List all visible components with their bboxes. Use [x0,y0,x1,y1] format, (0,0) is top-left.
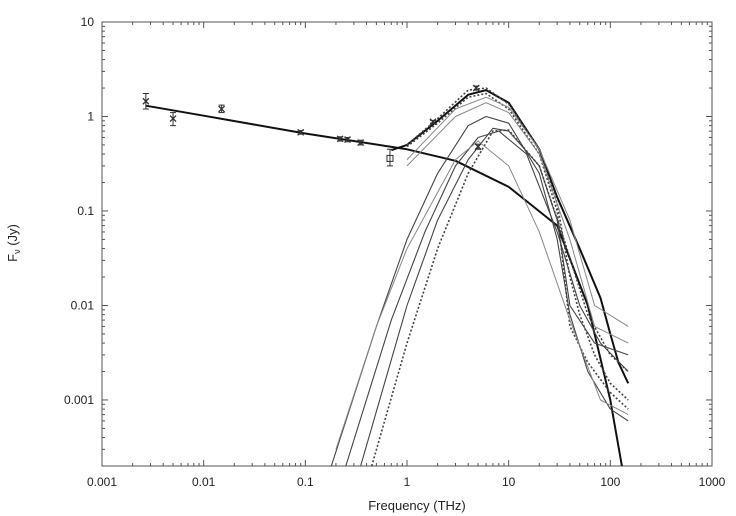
plot-area-border [101,21,713,467]
x-tick-label: 100 [600,475,620,489]
x-tick-label: 0.1 [297,475,314,489]
x-axis-label: Frequency (THz) [368,498,466,513]
series-line-10 [406,102,629,344]
x-axis: 0.001 0.01 0.1 1 10 100 1000 [87,22,726,489]
data-point [169,112,177,127]
y-tick-label: 1 [87,109,94,123]
y-tick-label: 0.1 [77,204,94,218]
series-line-11 [406,96,629,327]
x-tick-label: 0.01 [192,475,216,489]
series-line-3 [406,87,629,401]
x-marker [218,105,226,113]
series-line-6 [345,130,629,466]
y-tick-label: 10 [81,15,95,29]
x-marker [297,128,305,136]
series-line-8 [370,129,629,466]
y-axis-label-main: F [5,254,20,262]
data-point [472,84,480,92]
data-point [218,104,226,114]
x-tick-label: 1000 [699,475,726,489]
y-axis: 10 1 0.1 0.01 0.001 [64,15,712,467]
series-layer [145,87,630,466]
series-line-5 [330,115,629,466]
x-marker [429,118,437,126]
x-tick-label: 1 [404,475,411,489]
y-axis-label-rest: (Jy) [5,224,20,249]
x-marker [142,97,150,105]
observations-layer [142,84,482,167]
y-axis-label-sub: ν [12,249,22,254]
x-tick-label: 0.001 [87,475,117,489]
x-tick-label: 10 [502,475,516,489]
data-point [297,128,305,136]
data-point [474,143,482,151]
data-point [429,118,437,126]
data-point [142,93,150,110]
plot-frame [101,21,713,467]
data-point [336,135,344,143]
y-tick-label: 0.001 [64,393,94,407]
y-axis-label: Fν (Jy) [5,224,22,262]
y-tick-label: 0.01 [71,298,95,312]
x-marker [344,136,351,144]
data-point [386,148,394,167]
series-line-7 [360,127,629,466]
x-marker [474,143,482,151]
data-point [344,136,351,144]
series-line-4 [406,92,629,410]
x-marker [169,115,177,123]
series-line-9 [335,140,629,450]
x-marker [472,84,480,92]
series-line-1 [145,104,623,466]
data-point [357,139,365,147]
x-marker [357,139,365,147]
x-marker [336,135,344,143]
square-marker [386,154,394,162]
